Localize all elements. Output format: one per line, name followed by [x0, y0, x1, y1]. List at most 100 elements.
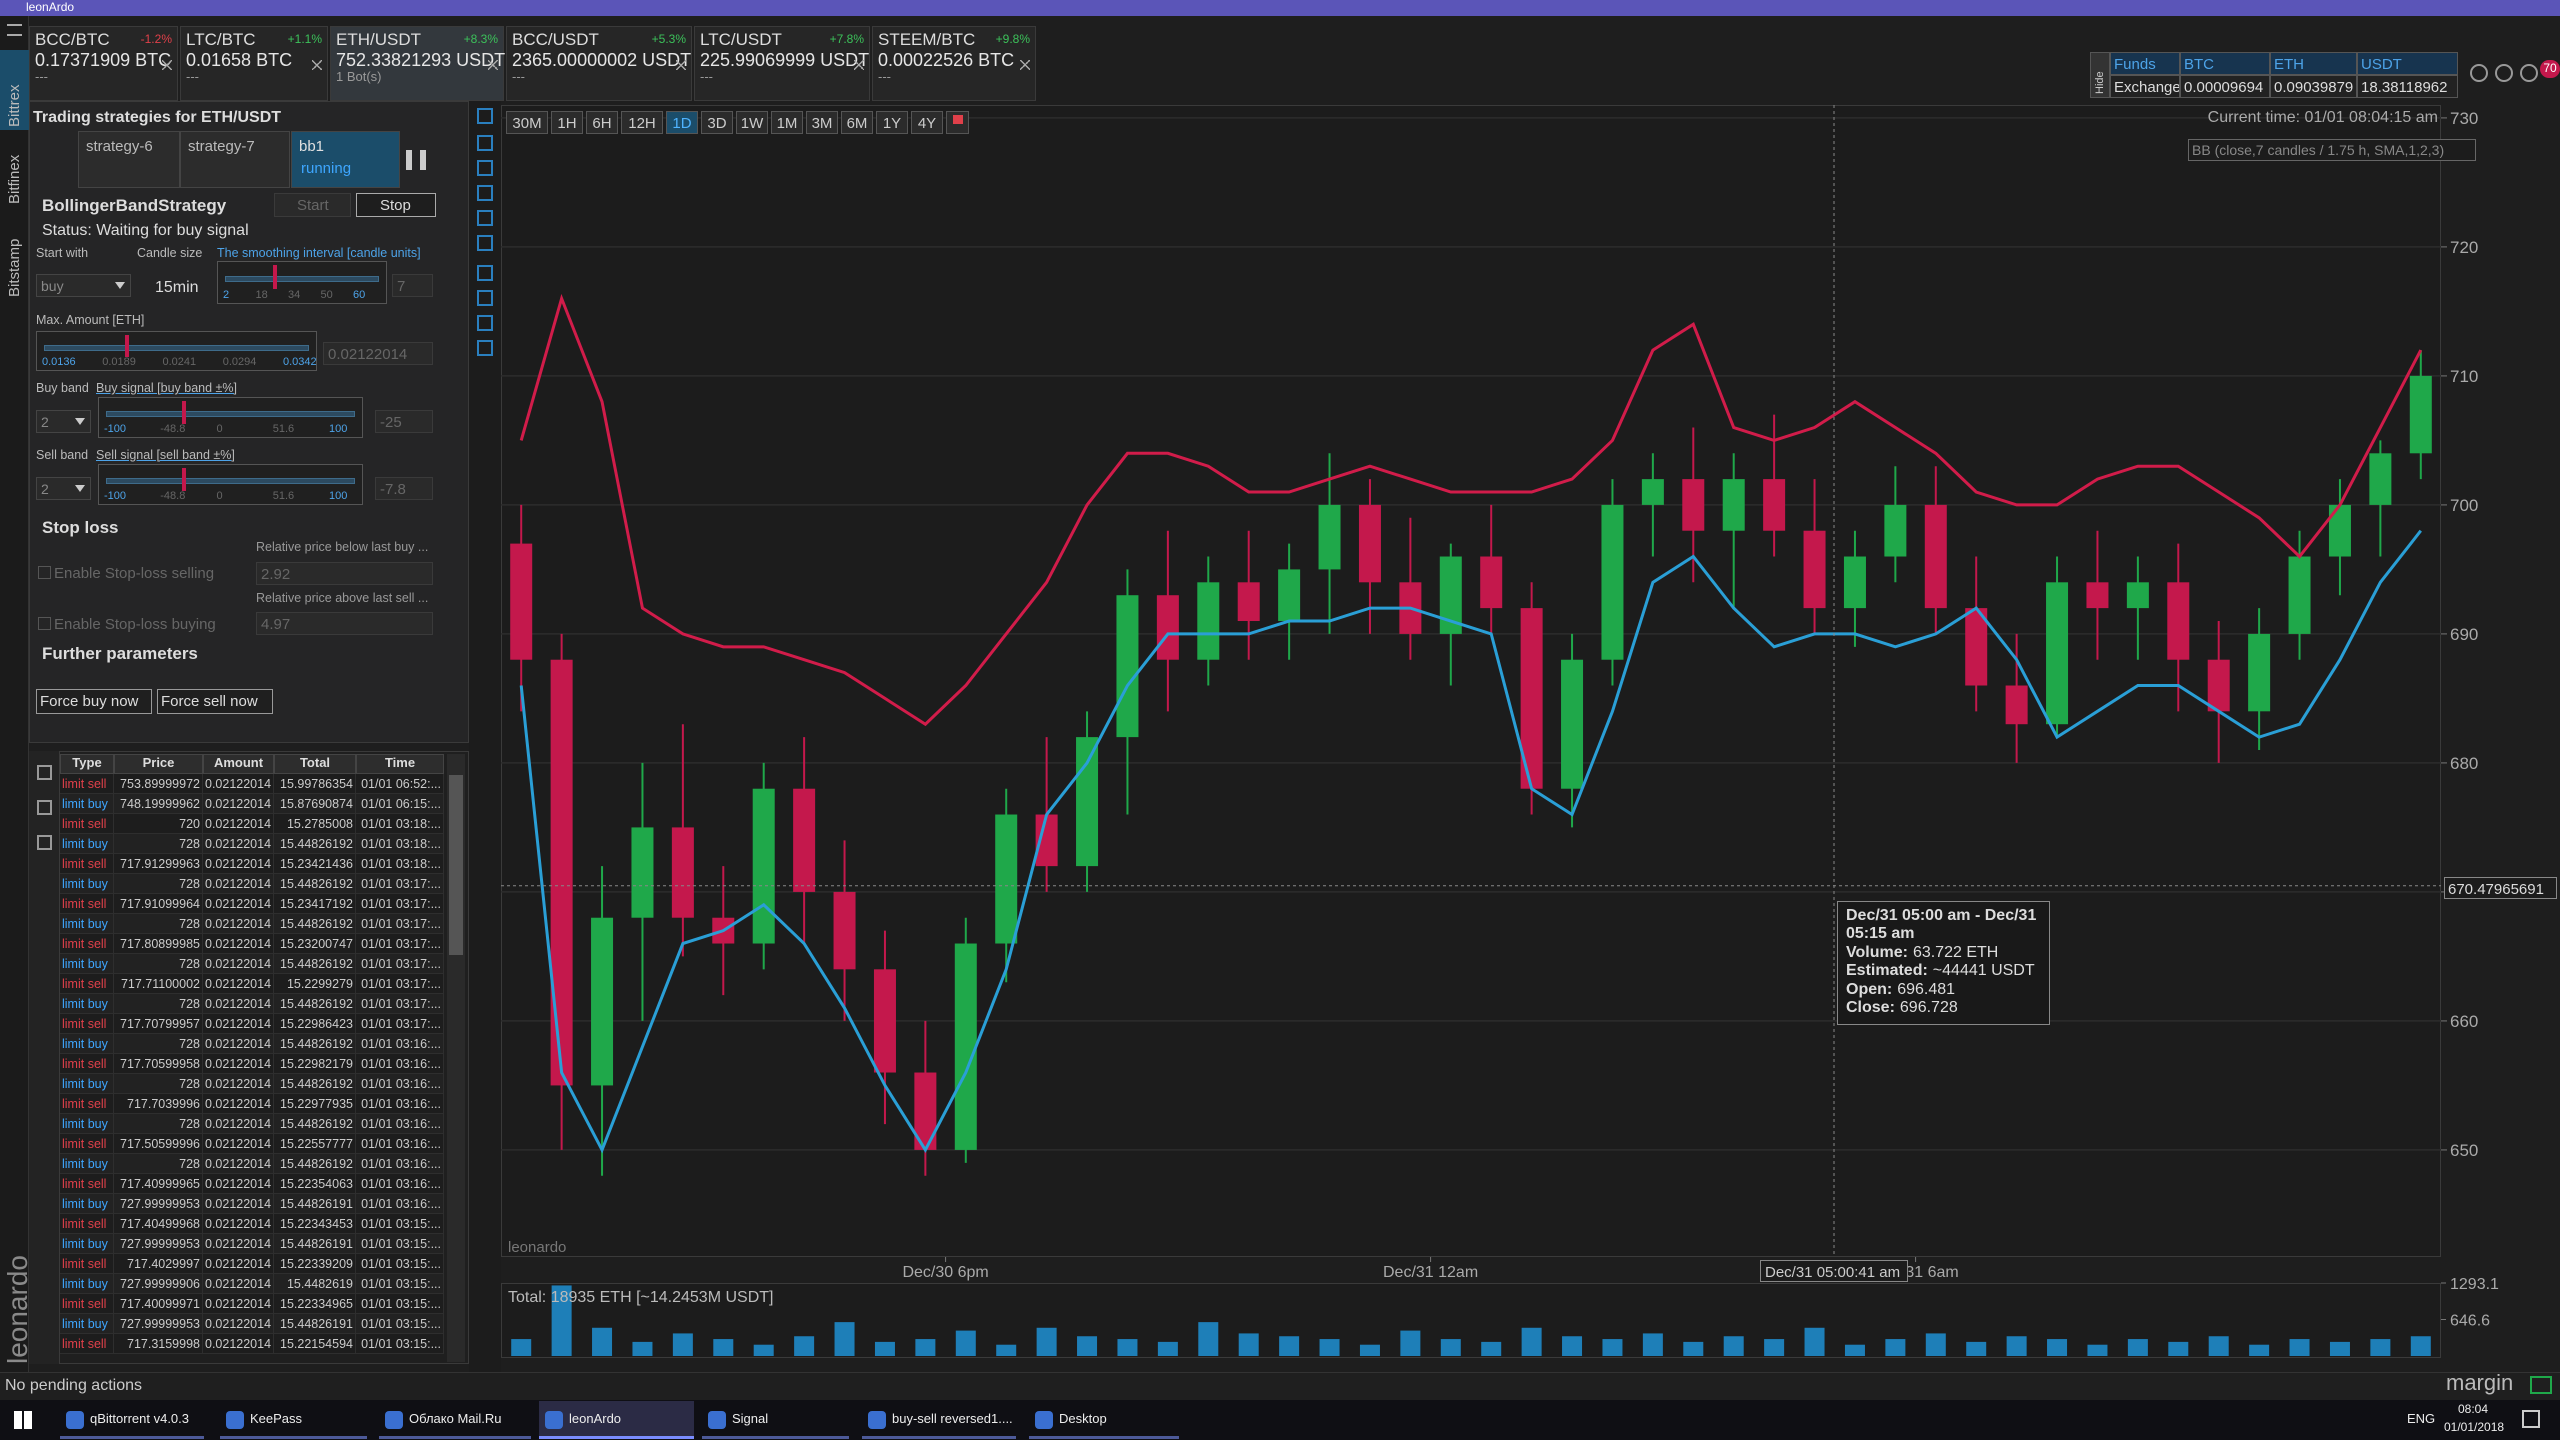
taskbar-label[interactable]: leonArdo [569, 1412, 622, 1426]
taskbar-item[interactable] [539, 1401, 694, 1439]
table-cell-text: 15.22986423 [280, 1017, 353, 1031]
toolbar-icon[interactable] [2470, 64, 2488, 82]
value-box[interactable] [256, 612, 433, 635]
table-cell-text: 15.44826192 [280, 997, 353, 1011]
table-icon[interactable] [37, 765, 52, 780]
market-tab[interactable] [330, 26, 504, 101]
toolbar-icon[interactable] [2495, 64, 2513, 82]
table-icon[interactable] [37, 835, 52, 850]
dropdown-value[interactable]: 2 [41, 481, 49, 497]
start-label[interactable]: Start [297, 197, 329, 214]
close-icon[interactable] [854, 60, 864, 70]
taskbar-item[interactable] [1029, 1401, 1179, 1439]
strategy-tab-label[interactable]: strategy-6 [86, 138, 153, 155]
timeframe-button[interactable]: 12H [621, 111, 663, 134]
dropdown[interactable] [36, 274, 131, 297]
slider[interactable] [98, 464, 363, 505]
flag [953, 115, 963, 124]
tool-icon[interactable] [477, 235, 493, 251]
strategy-tab[interactable] [180, 131, 290, 188]
start-button[interactable] [274, 193, 351, 217]
force-button[interactable] [36, 689, 152, 714]
timeframe-button[interactable]: 3D [701, 111, 733, 134]
checkbox[interactable] [38, 617, 51, 630]
taskbar-item[interactable] [379, 1401, 531, 1439]
dropdown-value[interactable]: 2 [41, 414, 49, 430]
close-icon[interactable] [488, 60, 498, 70]
taskbar-item[interactable] [220, 1401, 367, 1439]
market-tab[interactable] [29, 26, 178, 101]
close-icon[interactable] [162, 60, 172, 70]
exchange-tab[interactable]: Bittrex [6, 84, 23, 127]
tool-icon[interactable] [477, 265, 493, 281]
tool-icon[interactable] [477, 108, 493, 124]
tool-icon[interactable] [477, 340, 493, 356]
exchange-tab[interactable]: Bitstamp [6, 238, 23, 297]
start-button[interactable] [14, 1411, 32, 1429]
stop-button[interactable] [356, 193, 436, 217]
strategy-tab-label[interactable]: bb1 [299, 138, 325, 155]
notification-icon[interactable] [2522, 1410, 2540, 1428]
taskbar-item[interactable] [862, 1401, 1016, 1439]
table-cell: 01/01 03:17:... [356, 874, 444, 894]
timeframe-button[interactable]: 4Y [911, 111, 943, 134]
market-tab[interactable] [506, 26, 692, 101]
value-box[interactable] [375, 410, 433, 433]
tool-icon[interactable] [477, 210, 493, 226]
timeframe-button[interactable]: 1Y [876, 111, 908, 134]
value-box[interactable] [392, 274, 433, 297]
value-box[interactable] [323, 342, 433, 365]
taskbar-label[interactable]: Signal [732, 1412, 769, 1426]
tool-icon[interactable] [477, 315, 493, 331]
market-tab[interactable] [872, 26, 1036, 101]
table-icon[interactable] [37, 800, 52, 815]
force-label[interactable]: Force buy now [40, 693, 139, 710]
tool-icon[interactable] [477, 135, 493, 151]
market-tab[interactable] [180, 26, 328, 101]
force-label[interactable]: Force sell now [161, 693, 258, 710]
taskbar-label[interactable]: qBittorrent v4.0.3 [90, 1412, 189, 1426]
taskbar-item[interactable] [60, 1401, 204, 1439]
strategy-tab[interactable] [78, 131, 180, 188]
checkbox-label[interactable]: Enable Stop-loss buying [54, 616, 216, 633]
timeframe-button[interactable]: 3M [806, 111, 838, 134]
timeframe-button[interactable]: 1M [771, 111, 803, 134]
taskbar-item[interactable] [702, 1401, 849, 1439]
timeframe-button[interactable]: 6M [841, 111, 873, 134]
strategy-tab-label[interactable]: strategy-7 [188, 138, 255, 155]
value-box[interactable] [256, 562, 433, 585]
toolbar-icon[interactable] [2520, 64, 2538, 82]
timeframe-button[interactable]: 6H [586, 111, 618, 134]
hide-strip[interactable] [2090, 52, 2110, 98]
timeframe-button[interactable]: 1D [666, 111, 698, 134]
dropdown-value[interactable]: buy [41, 278, 64, 294]
slider[interactable] [98, 397, 363, 438]
checkbox-label[interactable]: Enable Stop-loss selling [54, 565, 215, 582]
close-icon[interactable] [312, 60, 322, 70]
taskbar-label[interactable]: Desktop [1059, 1412, 1107, 1426]
value-box[interactable] [375, 477, 433, 500]
slider[interactable] [217, 261, 387, 304]
stop-label[interactable]: Stop [380, 197, 411, 214]
close-icon[interactable] [676, 60, 686, 70]
exchange-tab[interactable]: Bitfinex [6, 154, 23, 204]
close-icon[interactable] [1020, 60, 1030, 70]
dropdown[interactable] [36, 410, 91, 433]
tool-icon[interactable] [477, 290, 493, 306]
slider[interactable] [36, 331, 317, 371]
timeframe-button[interactable]: 1H [551, 111, 583, 134]
taskbar-label[interactable]: KeePass [250, 1412, 303, 1426]
timeframe-button[interactable]: 1W [736, 111, 768, 134]
taskbar-label[interactable]: buy-sell reversed1.... [892, 1412, 1012, 1426]
dropdown[interactable] [36, 477, 91, 500]
force-button[interactable] [157, 689, 273, 714]
checkbox[interactable] [38, 566, 51, 579]
slider-tick: 34 [288, 289, 301, 301]
timeframe-button[interactable]: 30M [506, 111, 548, 134]
tool-icon[interactable] [477, 185, 493, 201]
hide-label[interactable]: Hide [2094, 71, 2106, 94]
market-tab[interactable] [694, 26, 870, 101]
taskbar-label[interactable]: Облако Mail.Ru [409, 1412, 502, 1426]
tool-icon[interactable] [477, 160, 493, 176]
strategy-tab[interactable] [291, 131, 400, 188]
